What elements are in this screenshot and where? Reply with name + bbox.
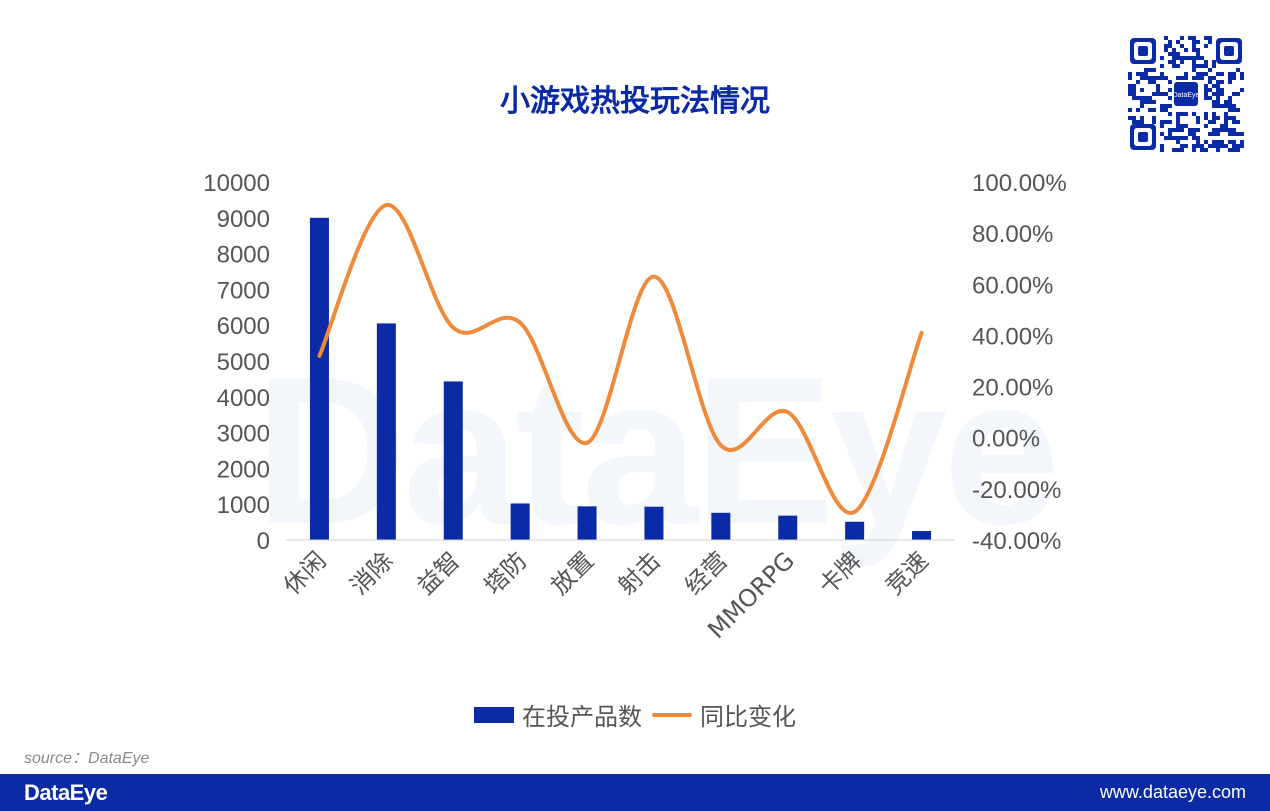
bar-经营 [711, 512, 731, 540]
x-tick-label: 休闲 [278, 546, 332, 600]
x-tick-label: 塔防 [479, 546, 533, 600]
footer-url[interactable]: www.dataeye.com [1099, 782, 1246, 802]
y-right-tick-label: 0.00% [972, 426, 1040, 453]
y-left-tick-label: 1000 [217, 492, 270, 519]
bar-休闲 [309, 217, 329, 541]
y-right-tick-label: 100.00% [972, 170, 1067, 197]
y-left-tick-label: 5000 [217, 349, 270, 376]
y-left-tick-label: 8000 [217, 242, 270, 269]
bar-series [309, 217, 932, 541]
bar-卡牌 [845, 521, 865, 540]
x-tick-label: 卡牌 [813, 546, 867, 600]
legend-item-bar: 在投产品数 [474, 697, 642, 732]
x-tick-label: 益智 [412, 546, 466, 600]
bar-益智 [443, 381, 463, 540]
footer-bar: DataEye www.dataeye.com [0, 774, 1270, 811]
legend-bar-label: 在投产品数 [522, 703, 642, 731]
x-tick-label: 经营 [679, 546, 733, 600]
bar-MMORPG [778, 515, 798, 540]
y-left-tick-label: 7000 [217, 277, 270, 304]
legend-item-line: 同比变化 [652, 697, 796, 732]
legend-bar-swatch [474, 706, 514, 723]
y-right-tick-label: 20.00% [972, 375, 1053, 402]
y-right-tick-label: -20.00% [972, 477, 1061, 504]
y-axis-left: 0 1000 2000 3000 4000 5000 6000 7000 8000 9000 100… [203, 170, 270, 555]
y-left-tick-label: 0 [257, 528, 270, 555]
y-left-tick-label: 6000 [217, 313, 270, 340]
bar-竞速 [912, 531, 932, 540]
chart: 0 1000 2000 3000 4000 5000 6000 7000 8000 9000 100… [203, 170, 1067, 644]
y-right-tick-label: 80.00% [972, 221, 1053, 248]
chart-title: 小游戏热投玩法情况 [500, 84, 770, 119]
bar-塔防 [510, 503, 530, 540]
y-right-tick-label: 60.00% [972, 272, 1053, 299]
x-tick-label: 竞速 [880, 546, 934, 600]
footer-brand-logo: DataEye [24, 779, 108, 805]
qr-logo-text: DataEye [1173, 92, 1200, 99]
y-right-tick-label: -40.00% [972, 528, 1061, 555]
legend: 在投产品数 同比变化 [0, 697, 1270, 732]
x-tick-label: 放置 [546, 546, 600, 600]
source-note: source：DataEye [24, 750, 150, 767]
y-axis-right: -40.00% -20.00% 0.00% 20.00% 40.00% 60.00% 80.… [972, 170, 1067, 555]
y-left-tick-label: 10000 [203, 170, 270, 197]
x-tick-label: 消除 [345, 546, 399, 600]
y-left-tick-label: 2000 [217, 456, 270, 483]
y-left-tick-label: 4000 [217, 385, 270, 412]
bar-消除 [376, 323, 396, 540]
y-right-tick-label: 40.00% [972, 323, 1053, 350]
bar-放置 [577, 506, 597, 540]
y-left-tick-label: 9000 [217, 206, 270, 233]
legend-line-label: 同比变化 [700, 703, 796, 731]
legend-line-swatch [652, 712, 692, 717]
qr-code-icon: DataEye [1128, 36, 1244, 152]
x-tick-label: 射击 [612, 546, 666, 600]
y-left-tick-label: 3000 [217, 421, 270, 448]
bar-射击 [644, 506, 664, 540]
line-series [317, 203, 924, 515]
